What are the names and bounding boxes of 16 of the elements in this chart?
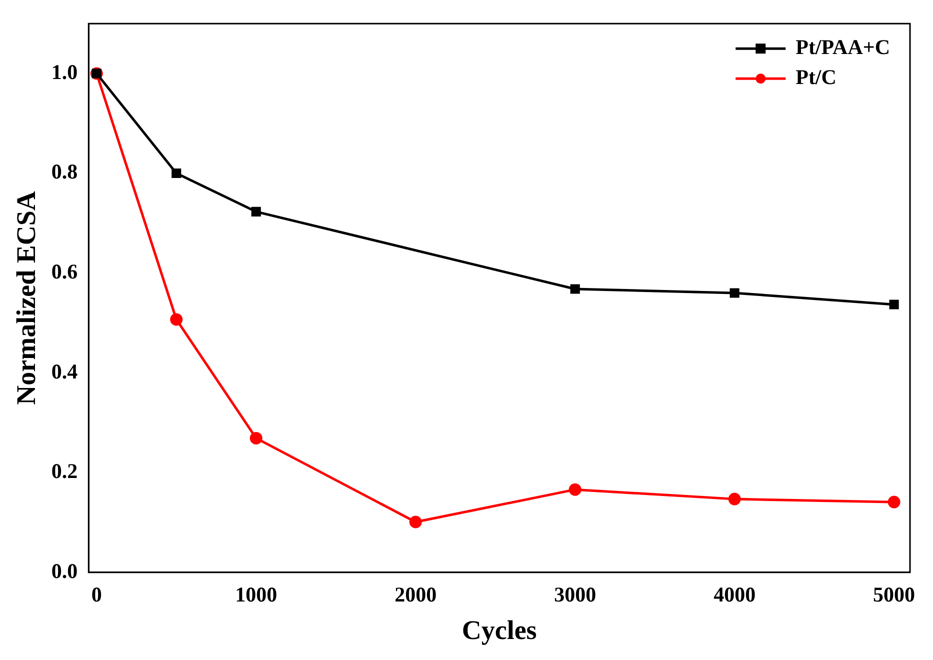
y-tick-label: 0.4	[51, 359, 78, 384]
legend-label: Pt/C	[796, 65, 836, 90]
y-tick-label: 0.2	[51, 459, 78, 484]
x-tick-label: 0	[91, 582, 102, 606]
y-tick-label: 0.6	[51, 259, 78, 284]
x-tick-label: 1000	[235, 582, 278, 606]
y-tick-label: 1.0	[51, 60, 78, 84]
x-tick-label: 5000	[873, 582, 916, 606]
legend-label: Pt/PAA+C	[796, 35, 890, 60]
x-tick-label: 3000	[554, 582, 596, 606]
y-tick-label: 0.0	[51, 558, 78, 583]
y-tick-label: 0.8	[51, 160, 78, 184]
x-tick-label: 2000	[394, 582, 437, 606]
x-axis-title: Cycles	[462, 614, 537, 645]
x-tick-label: 4000	[714, 582, 756, 606]
y-axis-title: Normalized ECSA	[11, 190, 42, 405]
